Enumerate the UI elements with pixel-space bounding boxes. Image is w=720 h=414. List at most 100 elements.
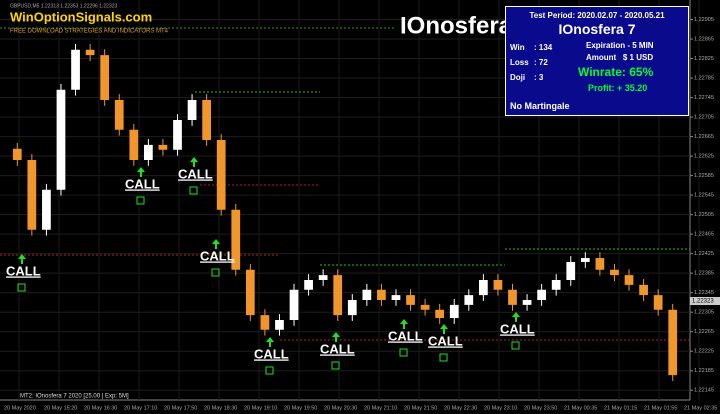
candle-body — [114, 100, 124, 130]
call-label: CALL — [178, 166, 213, 181]
x-tick-label: 20 May 16:30 — [84, 405, 117, 411]
y-tick-label: 1.22785 — [694, 76, 714, 82]
candle-body — [245, 269, 255, 316]
y-tick-label: 1.22825 — [694, 56, 714, 62]
check-box — [511, 341, 520, 350]
check-box — [211, 268, 220, 277]
y-tick-label: 1.22705 — [694, 115, 714, 121]
check-box — [331, 361, 340, 370]
amount: Amount $ 1 USD — [586, 53, 654, 62]
candle-body — [479, 280, 488, 296]
candle-body — [653, 295, 663, 310]
call-arrow — [212, 239, 220, 249]
y-tick-label: 1.22665 — [694, 134, 714, 140]
call-label: CALL — [125, 176, 160, 191]
doji-label: Doji — [510, 73, 526, 82]
candle-body — [100, 55, 110, 100]
x-tick-label: 21 May 01:15 — [604, 405, 637, 411]
candle-body — [129, 129, 139, 160]
loss-value: : 72 — [534, 58, 548, 67]
call-arrow — [332, 332, 340, 342]
candle-body — [202, 100, 211, 140]
candle-body — [27, 160, 37, 230]
expiration: Expiration - 5 MIN — [586, 41, 654, 50]
candle-body — [580, 258, 590, 262]
call-label: CALL — [388, 328, 423, 343]
profit: Profit: + 35.20 — [588, 83, 648, 93]
x-tick-label: 20 May 2020 — [4, 405, 36, 411]
y-tick-label: 1.22185 — [694, 368, 714, 374]
call-arrow — [190, 157, 198, 167]
y-tick-label: 1.22865 — [694, 36, 714, 42]
candle-body — [508, 289, 517, 305]
call-arrow — [137, 167, 145, 177]
x-tick-label: 21 May 01:55 — [644, 405, 677, 411]
call-arrow — [400, 319, 408, 329]
check-box — [439, 353, 448, 362]
x-tick-label: 21 May 00:35 — [564, 405, 597, 411]
x-tick-label: 20 May 18:30 — [204, 405, 237, 411]
y-tick-label: 1.22745 — [694, 95, 714, 101]
candle-body — [12, 148, 22, 160]
price-box — [690, 297, 720, 305]
candle-body — [304, 280, 313, 290]
winrate: Winrate: 65% — [578, 65, 654, 79]
candle-body — [85, 49, 95, 56]
x-tick-label: 20 May 21:10 — [364, 405, 397, 411]
candle-body — [347, 300, 357, 316]
candle-body — [362, 289, 372, 300]
status: MT2: IOnosfera 7 2020 [25.00 | Exp: 5M] — [20, 394, 129, 400]
candle-body — [216, 140, 226, 210]
candle-body — [275, 320, 284, 330]
x-tick-label: 20 May 17:50 — [164, 405, 197, 411]
candle-body — [551, 280, 561, 290]
candle-body — [493, 280, 503, 290]
candle-body — [333, 275, 343, 316]
strategy-name: IOnosfera 7 — [558, 21, 636, 37]
martingale: No Martingale — [510, 101, 570, 111]
call-arrow — [266, 337, 274, 347]
call-label: CALL — [6, 263, 41, 278]
period: Test Period: 2020.02.07 - 2020.05.21 — [529, 11, 665, 20]
candle-body — [464, 295, 474, 305]
call-label: CALL — [320, 341, 355, 356]
brand: IOnosfera — [400, 12, 513, 39]
x-tick-label: 20 May 20:30 — [324, 405, 357, 411]
x-tick-label: 20 May 19:10 — [244, 405, 277, 411]
check-box — [189, 186, 198, 195]
call-label: CALL — [428, 333, 463, 348]
candle-body — [260, 315, 270, 330]
y-tick-label: 1.22625 — [694, 154, 714, 160]
candle-body — [668, 309, 678, 376]
candle-body — [435, 309, 445, 319]
check-box — [17, 283, 26, 292]
candle-body — [566, 261, 576, 280]
y-tick-label: 1.22465 — [694, 232, 714, 238]
y-tick-label: 1.22545 — [694, 193, 714, 199]
y-tick-label: 1.22225 — [694, 349, 714, 355]
candle-body — [56, 89, 66, 190]
call-label: CALL — [500, 321, 535, 336]
y-tick-label: 1.22265 — [694, 329, 714, 335]
check-box — [136, 196, 145, 205]
x-tick-label: 20 May 19:50 — [284, 405, 317, 411]
y-tick-label: 1.22425 — [694, 251, 714, 257]
site-name: WinOptionSignals.com — [10, 9, 152, 24]
y-tick-label: 1.22505 — [694, 212, 714, 218]
x-tick-label: 20 May 15:20 — [44, 405, 77, 411]
y-tick-label: 1.22145 — [694, 388, 714, 394]
y-tick-label: 1.22345 — [694, 290, 714, 296]
call-arrow — [18, 254, 26, 264]
candle-body — [187, 100, 197, 120]
candle-body — [624, 275, 634, 285]
candle-body — [318, 275, 328, 280]
symbol-info: GBPUSD,M5 1.22313 1.22353 1.22296 1.2232… — [10, 3, 118, 9]
loss-label: Loss — [510, 58, 529, 67]
candle-body — [231, 209, 241, 270]
call-label: CALL — [200, 248, 235, 263]
win-value: : 134 — [534, 43, 553, 52]
call-label: CALL — [254, 346, 289, 361]
candle-body — [144, 144, 153, 160]
x-tick-label: 20 May 22:30 — [444, 405, 477, 411]
check-box — [399, 348, 408, 357]
